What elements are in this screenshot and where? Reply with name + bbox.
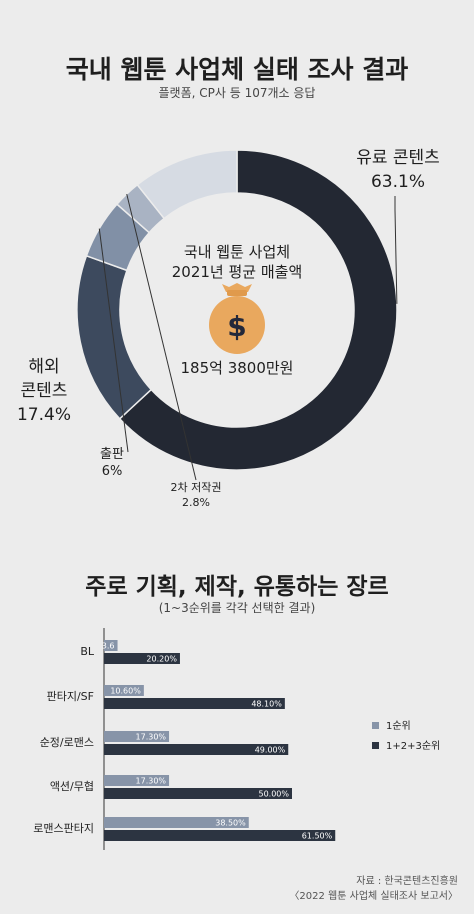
label-overseas-content-2: 콘텐츠	[21, 381, 68, 401]
bar-value-label: 17.30%	[136, 777, 167, 786]
category-label: 판타지/SF	[47, 690, 94, 703]
bar-value-label: 3.6	[102, 642, 115, 651]
svg-text:$: $	[227, 310, 246, 343]
bar	[104, 775, 170, 786]
bar-value-label: 49.00%	[255, 746, 286, 755]
center-value: 185억 3800만원	[181, 359, 294, 377]
bar	[104, 731, 170, 742]
source-line2: 〈2022 웹툰 사업체 실태조사 보고서〉	[289, 891, 458, 902]
label-secondary-rights: 2차 저작권	[171, 481, 222, 494]
bar-value-label: 20.20%	[146, 655, 177, 664]
bar-value-label: 50.00%	[258, 790, 289, 799]
bar	[104, 744, 289, 755]
value-paid-content: 63.1%	[371, 172, 425, 192]
value-secondary-rights: 2.8%	[182, 496, 210, 509]
leader-line	[394, 196, 398, 304]
bar-value-label: 38.50%	[215, 819, 246, 828]
leader-line	[98, 228, 129, 453]
bar	[104, 830, 336, 841]
leader-line	[126, 193, 197, 481]
label-publishing: 출판	[100, 447, 124, 462]
value-publishing: 6%	[102, 464, 123, 479]
center-line1: 국내 웹툰 사업체	[184, 243, 290, 261]
bar	[104, 817, 249, 828]
source-line1: 자료 : 한국콘텐츠진흥원	[356, 876, 458, 887]
money-bag-icon: $	[209, 283, 265, 354]
value-overseas-content: 17.4%	[17, 405, 71, 425]
label-paid-content: 유료 콘텐츠	[356, 148, 440, 168]
bar	[104, 653, 180, 664]
page-title: 국내 웹툰 사업체 실태 조사 결과	[65, 55, 409, 84]
bar-value-label: 17.30%	[136, 733, 167, 742]
bar	[104, 685, 144, 696]
category-label: BL	[80, 645, 95, 658]
legend-label: 1+2+3순위	[386, 739, 440, 752]
legend-label: 1순위	[386, 719, 411, 732]
section2-subtitle: (1~3순위를 각각 선택한 결과)	[158, 601, 316, 615]
bar	[104, 640, 118, 651]
category-label: 로맨스판타지	[33, 822, 94, 835]
bar	[104, 698, 285, 709]
bar-value-label: 10.60%	[110, 687, 141, 696]
bar	[104, 788, 292, 799]
category-label: 액션/무협	[50, 780, 94, 793]
legend-swatch	[372, 742, 379, 749]
bar-value-label: 61.50%	[302, 832, 333, 841]
donut-slices	[76, 149, 398, 471]
label-overseas-content: 해외	[28, 357, 59, 377]
donut-slice	[118, 149, 398, 471]
center-line2: 2021년 평균 매출액	[172, 263, 303, 281]
bar-value-label: 48.10%	[251, 700, 282, 709]
legend-swatch	[372, 722, 379, 729]
section2-title: 주로 기획, 제작, 유통하는 장르	[85, 574, 389, 600]
category-label: 순정/로맨스	[40, 736, 94, 749]
revenue-donut-chart: $ 국내 웹툰 사업체 2021년 평균 매출액 185억 3800만원 유료 …	[17, 148, 440, 509]
page-subtitle: 플랫폼, CP사 등 107개소 응답	[158, 86, 316, 100]
donut-slice	[136, 149, 238, 220]
